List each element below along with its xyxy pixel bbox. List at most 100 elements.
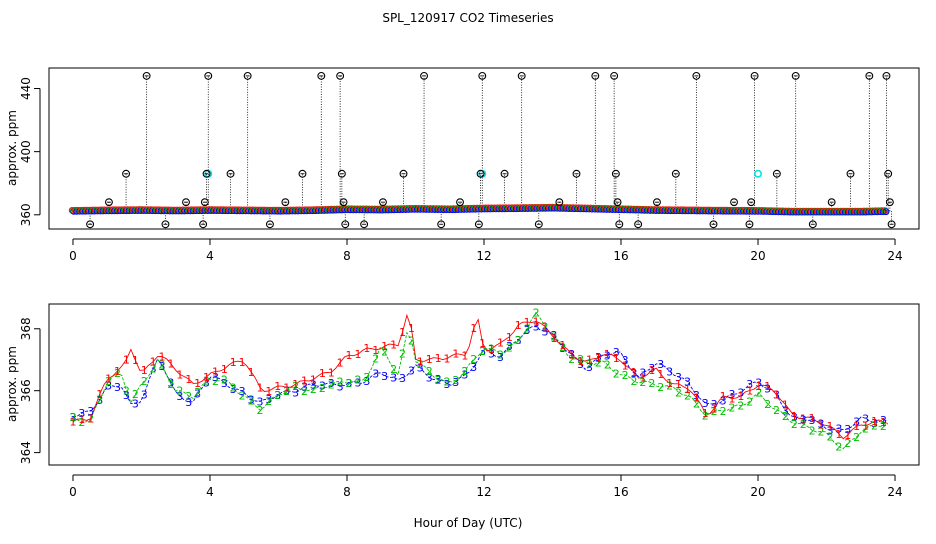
series-3-point: 3 xyxy=(764,383,771,396)
series-1-point: 1 xyxy=(666,377,673,390)
outlier-point xyxy=(360,220,369,229)
series-3-point: 3 xyxy=(444,378,451,391)
outlier-point xyxy=(865,71,874,80)
series-2-point: 2 xyxy=(826,431,833,444)
series-2-point: 2 xyxy=(746,395,753,408)
series-3-point: 3 xyxy=(818,418,825,431)
series-1-point: 1 xyxy=(506,331,513,344)
series-3-point: 3 xyxy=(381,370,388,383)
series-3-point: 3 xyxy=(354,377,361,390)
series-3-point: 3 xyxy=(426,372,433,385)
series-1-point: 1 xyxy=(604,348,611,361)
series-3-point: 3 xyxy=(470,361,477,374)
series-1-point: 1 xyxy=(301,375,308,388)
series-2-point: 2 xyxy=(292,380,299,393)
top-xtick-label: 16 xyxy=(613,249,628,263)
series-1-point: 1 xyxy=(577,355,584,368)
series-3-point: 3 xyxy=(256,395,263,408)
outlier-point xyxy=(182,198,190,207)
series-1-point: 1 xyxy=(497,337,504,350)
outlier-point xyxy=(555,198,564,207)
outlier-point xyxy=(671,169,680,178)
series-1-point: 1 xyxy=(114,365,121,378)
outlier-point xyxy=(456,198,464,207)
series-2-point: 2 xyxy=(69,411,76,424)
series-1-point: 1 xyxy=(123,353,130,366)
outlier-point xyxy=(281,198,290,207)
series-3-point: 3 xyxy=(105,379,112,392)
outlier-point xyxy=(474,220,483,229)
series-3-point: 3 xyxy=(123,389,130,402)
series-2-point: 2 xyxy=(354,374,361,387)
series-2-point: 2 xyxy=(800,418,807,431)
series-1-point: 1 xyxy=(550,332,557,345)
series-1-point: 1 xyxy=(221,363,228,376)
series-1-point: 1 xyxy=(533,315,540,328)
series-2-point: 2 xyxy=(372,352,379,365)
series-2-point: 2 xyxy=(737,399,744,412)
series-1-point: 1 xyxy=(167,358,174,371)
series-3-point: 3 xyxy=(550,329,557,342)
outlier-point xyxy=(86,220,95,229)
series-1-point: 1 xyxy=(711,402,718,415)
series-2-point: 2 xyxy=(693,398,700,411)
series-3-point: 3 xyxy=(435,373,442,386)
series-3-point: 3 xyxy=(96,394,103,407)
series-2-point: 2 xyxy=(452,374,459,387)
series-2-point: 2 xyxy=(711,405,718,418)
outlier-point xyxy=(591,71,600,80)
series-1-line xyxy=(72,313,888,440)
series-2-point: 2 xyxy=(381,346,388,359)
outlier-point xyxy=(653,198,661,207)
series-2-point: 2 xyxy=(818,425,825,438)
series-1-point: 1 xyxy=(69,416,76,429)
series-3-point: 3 xyxy=(809,414,816,427)
series-3-point: 3 xyxy=(541,326,548,339)
series-3-point: 3 xyxy=(853,416,860,429)
bottom-ylabel: approx. ppm xyxy=(5,346,19,422)
series-1-point: 1 xyxy=(203,371,210,384)
series-3-point: 3 xyxy=(622,354,629,367)
series-3-point: 3 xyxy=(239,385,246,398)
outlier-point xyxy=(747,198,756,207)
series-1-point: 1 xyxy=(684,383,691,396)
series-1-point: 1 xyxy=(524,316,531,329)
series-1-point: 1 xyxy=(862,420,869,433)
series-2-point: 2 xyxy=(274,389,281,402)
chart-title: SPL_120917 CO2 Timeseries xyxy=(382,11,553,25)
series-2-point: 2 xyxy=(844,437,851,450)
top-xtick-label: 24 xyxy=(887,249,902,263)
highlight-point xyxy=(754,169,763,178)
bottom-ytick-label: 368 xyxy=(19,317,33,340)
series-1-point: 1 xyxy=(657,368,664,381)
series-1-point: 1 xyxy=(417,355,424,368)
series-3-point: 3 xyxy=(390,372,397,385)
bottom-xtick-label: 24 xyxy=(887,485,902,499)
series-2-point: 2 xyxy=(399,348,406,361)
series-3-point: 3 xyxy=(150,363,157,376)
series-1-point: 1 xyxy=(720,390,727,403)
series-3-line xyxy=(72,326,888,431)
series-1-point: 1 xyxy=(265,385,272,398)
outlier-point xyxy=(846,169,855,178)
bottom-xtick-label: 4 xyxy=(206,485,214,499)
series-1-point: 1 xyxy=(648,364,655,377)
series-2-point: 2 xyxy=(141,375,148,388)
series-1-point: 1 xyxy=(595,352,602,365)
series-2-point: 2 xyxy=(390,363,397,376)
series-2-point: 2 xyxy=(862,423,869,436)
series-2-point: 2 xyxy=(559,341,566,354)
series-3-point: 3 xyxy=(461,369,468,382)
series-3-point: 3 xyxy=(87,405,94,418)
series-2-point: 2 xyxy=(755,387,762,400)
series-2-point: 2 xyxy=(541,321,548,334)
outlier-point xyxy=(202,169,211,178)
series-2-point: 2 xyxy=(622,369,629,382)
top-ylabel: approx. ppm xyxy=(5,110,19,186)
series-1-point: 1 xyxy=(230,356,237,369)
series-2-point: 2 xyxy=(185,390,192,403)
series-1-point: 1 xyxy=(150,356,157,369)
series-1-point: 1 xyxy=(559,339,566,352)
